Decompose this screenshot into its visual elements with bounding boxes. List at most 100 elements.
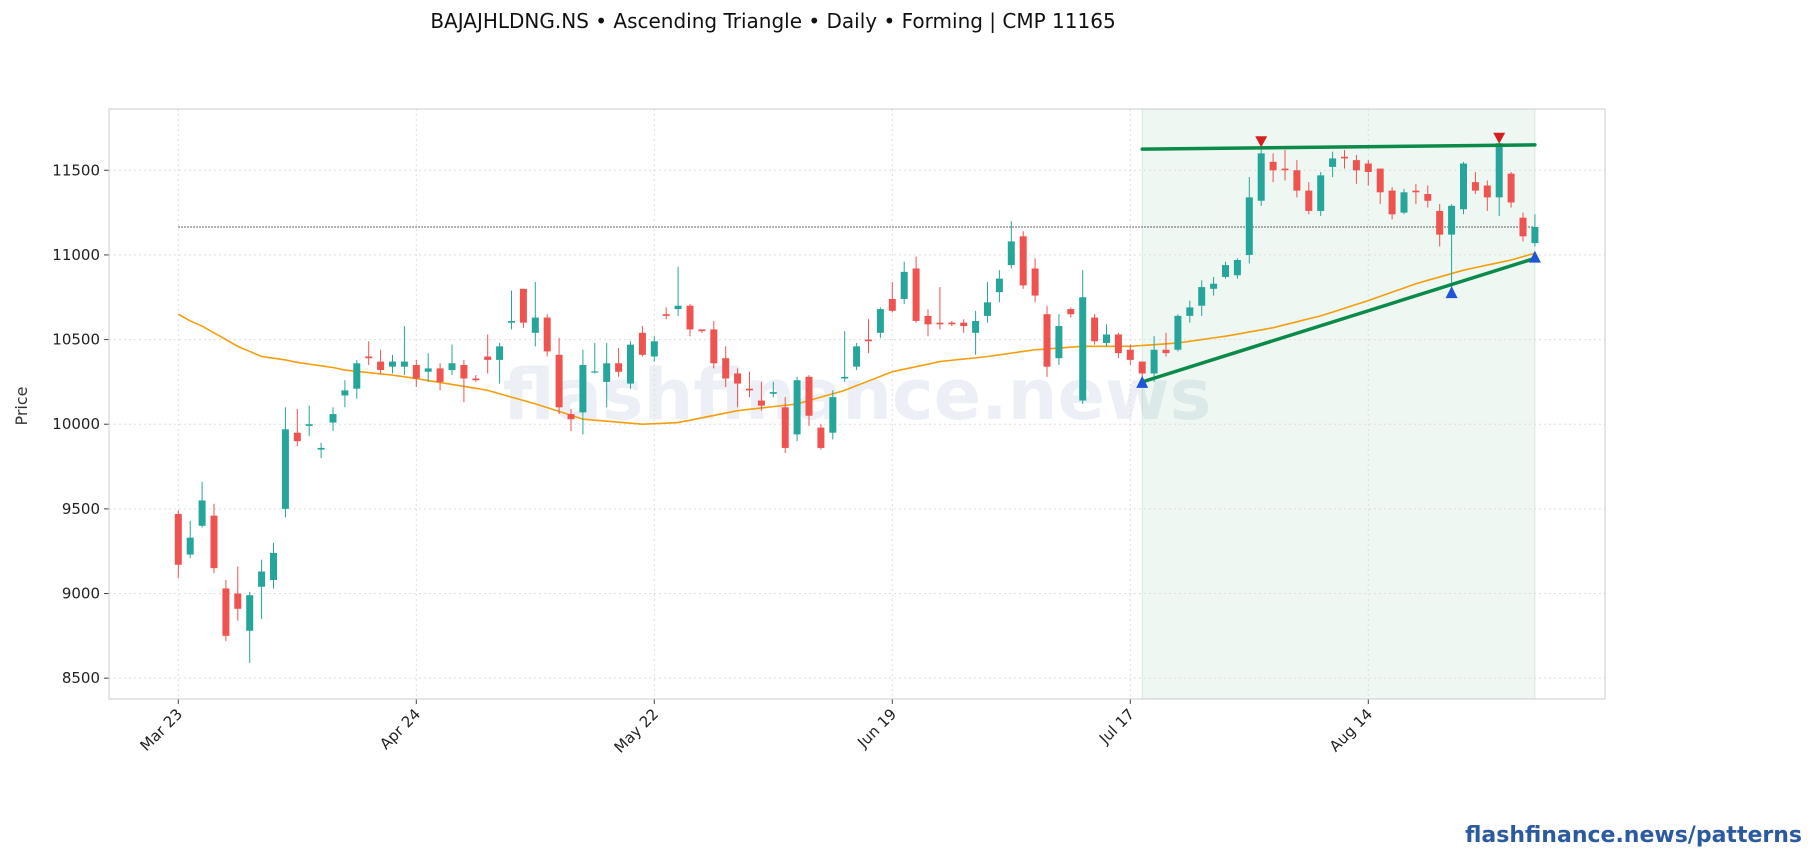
- candle-body: [412, 364, 420, 379]
- candle-body: [757, 400, 765, 406]
- resistance-line: [1140, 143, 1537, 151]
- candle-body: [984, 302, 991, 316]
- candle-body: [258, 571, 266, 587]
- candle-body: [1507, 173, 1515, 203]
- candle-body: [1471, 182, 1479, 191]
- candle-body: [436, 368, 444, 382]
- candle-body: [876, 309, 884, 333]
- candle-body: [1400, 192, 1408, 213]
- candle-body: [1103, 334, 1110, 343]
- y-tick-label: 11000: [52, 246, 100, 264]
- candle-body: [948, 322, 956, 325]
- candle-body: [543, 317, 551, 352]
- candle-body: [555, 354, 563, 408]
- candle-body: [1079, 297, 1087, 401]
- candle-body: [615, 363, 623, 372]
- candle-body: [365, 356, 373, 359]
- candle-body: [186, 537, 194, 555]
- candle-body: [424, 368, 432, 372]
- candle-body: [781, 407, 789, 448]
- candle-body: [638, 332, 646, 355]
- candle-body: [1007, 241, 1015, 266]
- candle-body: [841, 376, 849, 379]
- candle-body: [1233, 260, 1241, 276]
- x-tick-label: Aug 14: [1326, 705, 1376, 755]
- candle-body: [746, 388, 753, 391]
- candle-body: [734, 373, 742, 384]
- candle-body: [865, 339, 872, 342]
- candle-body: [281, 429, 289, 509]
- candle-body: [1269, 161, 1277, 171]
- candle-body: [222, 588, 230, 636]
- candle-body: [1424, 193, 1432, 201]
- candle-body: [198, 500, 206, 526]
- candle-body: [519, 288, 527, 323]
- candle-body: [1305, 190, 1313, 211]
- y-axis-label: Price: [12, 386, 31, 425]
- candle-body: [1055, 326, 1063, 359]
- candle-body: [888, 298, 896, 311]
- candle-body: [1138, 361, 1146, 374]
- candle-body: [924, 315, 932, 325]
- candle-body: [793, 380, 801, 435]
- candle-body: [686, 305, 694, 330]
- candle-body: [1519, 217, 1527, 237]
- candle-body: [305, 424, 313, 426]
- y-tick-label: 10000: [52, 415, 100, 433]
- candle-body: [805, 376, 813, 416]
- candle-body: [1210, 283, 1218, 289]
- x-tick-label: Jul 17: [1095, 705, 1138, 748]
- candle-body: [1483, 185, 1491, 198]
- chart-title: BAJAJHLDNG.NS • Ascending Triangle • Dai…: [430, 9, 1115, 33]
- candle-body: [448, 363, 456, 371]
- candle-body: [995, 278, 1003, 293]
- candle-body: [1495, 143, 1503, 198]
- candle-body: [1317, 175, 1325, 211]
- y-tick-label: 9500: [62, 500, 100, 518]
- candle-body: [531, 317, 539, 333]
- candle-body: [234, 593, 242, 609]
- candle-body: [1019, 236, 1027, 286]
- candle-body: [567, 414, 575, 420]
- candle-body: [1460, 163, 1467, 210]
- candle-body: [650, 341, 658, 357]
- candle-body: [1281, 168, 1289, 171]
- candle-body: [698, 329, 706, 332]
- candle-body: [293, 432, 301, 442]
- candle-body: [960, 322, 968, 327]
- candle-body: [1388, 190, 1396, 215]
- candle-body: [329, 414, 337, 423]
- candle-body: [353, 363, 361, 389]
- footer-link: flashfinance.news/patterns: [1465, 823, 1802, 848]
- candle-body: [1043, 314, 1051, 367]
- candle-body: [484, 356, 492, 360]
- candle-body: [317, 447, 325, 450]
- candle-body: [1162, 349, 1170, 354]
- candle-body: [1341, 156, 1348, 159]
- x-tick-label: Apr 24: [376, 705, 424, 753]
- candle-body: [1126, 349, 1134, 360]
- candle-body: [662, 314, 670, 316]
- candle-body: [389, 361, 396, 367]
- candle-body: [1067, 309, 1075, 315]
- candle-body: [603, 363, 611, 382]
- candle-body: [1114, 334, 1122, 354]
- candle-body: [1222, 265, 1229, 277]
- candle-body: [1257, 153, 1265, 201]
- candle-body: [1376, 168, 1384, 193]
- y-tick-label: 11500: [52, 161, 100, 179]
- candle-body: [1329, 158, 1337, 167]
- candle-body: [900, 271, 908, 299]
- candle-body: [400, 361, 408, 367]
- y-tick-label: 8500: [62, 669, 100, 687]
- candle-body: [377, 361, 385, 371]
- candle-body: [769, 392, 777, 394]
- moving-average: [177, 252, 1536, 426]
- pattern-region: [1142, 109, 1535, 699]
- candle-body: [270, 552, 277, 580]
- candle-body: [853, 346, 861, 367]
- x-tick-label: Mar 23: [137, 705, 187, 755]
- candle-body: [460, 364, 468, 379]
